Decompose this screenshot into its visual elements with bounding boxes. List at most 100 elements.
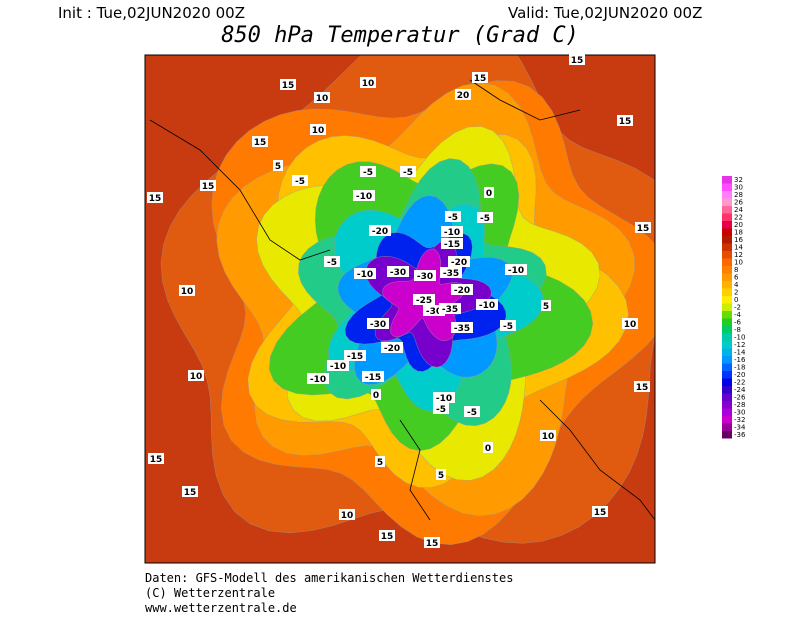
- colorbar-swatch: [722, 341, 732, 349]
- init-time: Init : Tue,02JUN2020 00Z: [58, 4, 245, 22]
- contour-label: -5: [448, 213, 458, 223]
- contour-label-box: [148, 453, 164, 464]
- contour-label: 15: [637, 224, 650, 234]
- contour-label-box: [353, 190, 375, 201]
- contour-label: 15: [184, 488, 197, 498]
- contour-label: -10: [508, 266, 524, 276]
- contour-label-box: [436, 469, 446, 480]
- contour-label-box: [541, 300, 551, 311]
- colorbar-swatch: [722, 228, 732, 236]
- contour-label: -5: [327, 258, 337, 268]
- contour-label-box: [273, 160, 283, 171]
- colorbar-swatch: [722, 408, 732, 416]
- colorbar-label: -24: [734, 386, 746, 394]
- contour-label-box: [307, 373, 329, 384]
- colorbar-swatch: [722, 206, 732, 214]
- colorbar-swatch: [722, 401, 732, 409]
- contour-label-box: [451, 284, 473, 295]
- contour-label: -15: [444, 240, 460, 250]
- contour-label: -35: [442, 305, 458, 315]
- contour-label: 10: [190, 372, 203, 382]
- contour-label-box: [369, 225, 391, 236]
- contour-label: -5: [295, 177, 305, 187]
- colorbar-label: -22: [734, 379, 745, 387]
- contour-label-box: [147, 192, 163, 203]
- contour-label-box: [375, 456, 385, 467]
- colorbar-swatch: [722, 333, 732, 341]
- contour-label-box: [500, 320, 516, 331]
- contour-label: 10: [312, 126, 325, 136]
- colorbar-label: 12: [734, 251, 743, 259]
- colorbar-label: 28: [734, 191, 743, 199]
- contour-label-box: [433, 403, 449, 414]
- colorbar-swatch: [722, 371, 732, 379]
- contour-label-box: [360, 166, 376, 177]
- colorbar-swatch: [722, 243, 732, 251]
- colorbar-swatch: [722, 288, 732, 296]
- contour-label-box: [424, 537, 440, 548]
- footer-line: www.wetterzentrale.de: [145, 601, 297, 615]
- contour-label: -35: [454, 324, 470, 334]
- contour-label: 20: [457, 91, 470, 101]
- contour-label: -10: [444, 228, 460, 238]
- contour-label: 15: [426, 539, 439, 549]
- footer-line: (C) Wetterzentrale: [145, 586, 275, 600]
- colorbar-swatch: [722, 356, 732, 364]
- contour-label: -5: [436, 405, 446, 415]
- contour-label: -35: [443, 269, 459, 279]
- contour-label-box: [440, 267, 462, 278]
- contour-label-box: [188, 370, 204, 381]
- contour-label-box: [292, 175, 308, 186]
- colorbar-label: 8: [734, 266, 738, 274]
- coastline: [149, 119, 331, 261]
- colorbar-swatch: [722, 251, 732, 259]
- contour-label: -5: [363, 168, 373, 178]
- colorbar-swatch: [722, 348, 732, 356]
- colorbar-label: -28: [734, 401, 745, 409]
- contour-label: 15: [149, 194, 162, 204]
- contour-label-box: [179, 285, 195, 296]
- colorbar-swatch: [722, 296, 732, 304]
- colorbar-swatch: [722, 176, 732, 184]
- contour-label: -5: [503, 322, 513, 332]
- contour-label-box: [441, 226, 463, 237]
- contour-label-box: [483, 442, 493, 453]
- contour-label-box: [464, 406, 480, 417]
- colorbar-label: -2: [734, 304, 741, 312]
- colorbar-label: 14: [734, 244, 743, 252]
- contour-label-box: [387, 266, 409, 277]
- contour-label-box: [314, 92, 330, 103]
- contour-label-box: [310, 124, 326, 135]
- contour-label-box: [622, 318, 638, 329]
- colorbar-label: 20: [734, 221, 743, 229]
- contour-label: 10: [362, 79, 375, 89]
- colorbar-label: 18: [734, 229, 743, 237]
- contour-label: 10: [316, 94, 329, 104]
- contour-label-box: [362, 371, 384, 382]
- contour-label: -20: [384, 344, 400, 354]
- contour-label-box: [441, 238, 463, 249]
- colorbar-label: 24: [734, 206, 743, 214]
- map-frame: [144, 54, 656, 564]
- contour-label: 0: [373, 391, 379, 401]
- colorbar-label: -8: [734, 326, 741, 334]
- contour-label: -15: [347, 352, 363, 362]
- colorbar-swatch: [722, 311, 732, 319]
- colorbar-label: 32: [734, 176, 743, 184]
- colorbar-swatch: [722, 198, 732, 206]
- contour-label-box: [476, 299, 498, 310]
- contour-label: -10: [357, 270, 373, 280]
- colorbar-swatch: [722, 416, 732, 424]
- colorbar-swatch: [722, 281, 732, 289]
- contour-label-box: [280, 79, 296, 90]
- colorbar-swatch: [722, 386, 732, 394]
- contour-label: -5: [467, 408, 477, 418]
- contour-label: -30: [417, 272, 433, 282]
- colorbar-swatch: [722, 183, 732, 191]
- contour-label-box: [617, 115, 633, 126]
- contour-label-box: [354, 268, 376, 279]
- colorbar-label: 0: [734, 296, 738, 304]
- colorbar-swatch: [722, 363, 732, 371]
- contour-label-box: [433, 392, 455, 403]
- contour-label: -30: [370, 320, 386, 330]
